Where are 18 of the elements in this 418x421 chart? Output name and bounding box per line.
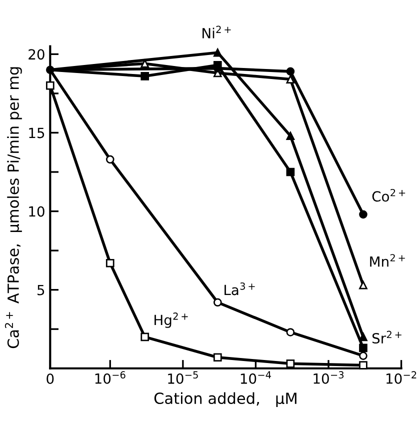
y-tick-label: 20 [28,49,44,60]
y-axis-title: Ca$^{2+}$ ATPase, μmoles Pi/min per mg [4,67,22,348]
y-tick-label: 10 [29,206,44,217]
x-tick-label: 0 [46,373,54,384]
x-tick-label: 10$^{−4}$ [240,371,271,384]
y-tick-label: 15 [29,128,44,138]
series-label: Hg$^{2+}$ [154,312,188,328]
x-tick-label: 10$^{−3}$ [314,371,344,384]
series-label: Mn$^{2+}$ [370,254,405,267]
x-axis-title: Cation added, μM [154,392,296,408]
x-tick-label: 10$^{−5}$ [168,371,198,384]
series-label: Ni$^{2+}$ [202,26,231,38]
y-tick-label: 5 [38,284,44,296]
x-tick-label: 10$^{−6}$ [95,371,126,384]
series-label: Co$^{2+}$ [372,188,406,202]
x-tick-label: 10$^{−2}$ [386,371,416,384]
series-label: Sr$^{2+}$ [372,330,402,344]
series-label: La$^{3+}$ [224,282,255,296]
